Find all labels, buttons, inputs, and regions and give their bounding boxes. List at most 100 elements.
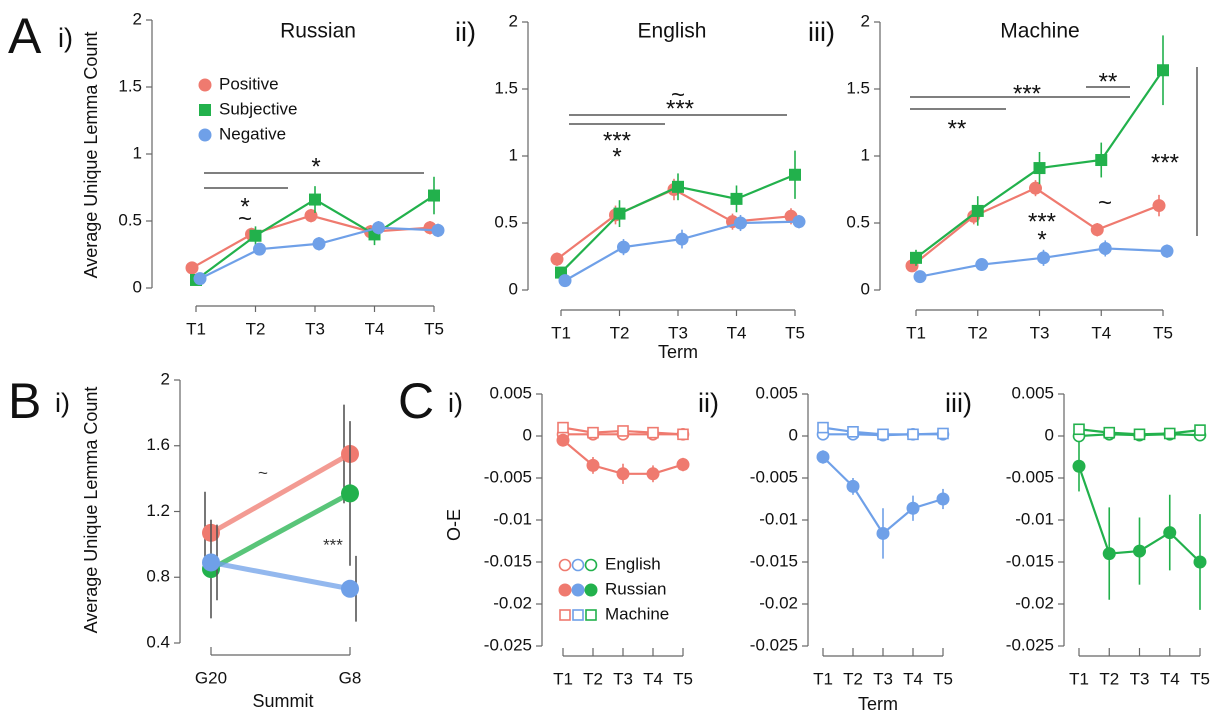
point (193, 272, 207, 286)
series-line (209, 451, 352, 536)
panel-title: Machine (1000, 20, 1079, 43)
point (341, 579, 359, 598)
y-tick-label: 0.5 (118, 210, 142, 229)
x-tick-label: T2 (843, 669, 863, 688)
point (1029, 181, 1042, 195)
point (1194, 424, 1206, 436)
y-tick-label: 0 (509, 279, 518, 298)
point (971, 204, 984, 217)
y-tick-label: 0.005 (755, 383, 798, 402)
significance-label: * (1037, 226, 1046, 253)
point (1037, 251, 1050, 265)
x-axis-label: Summit (252, 691, 313, 711)
y-tick-label: 0 (789, 425, 798, 444)
legend-marker (559, 609, 571, 621)
significance-label: *** (1151, 149, 1179, 176)
y-tick-label: -0.015 (1006, 551, 1054, 570)
significance-label: *** (1028, 208, 1056, 235)
x-tick-label: T4 (365, 319, 385, 338)
point (846, 479, 860, 493)
point (817, 421, 829, 434)
chart-panel: -0.025 -0.02 -0.015 -0.01 -0.005 0 0.005 T1 T2 T3… (945, 383, 1210, 688)
point (907, 428, 919, 441)
panel-number: ii) (455, 17, 476, 47)
y-tick-label: -0.015 (484, 551, 532, 570)
x-tick-label: G8 (339, 668, 362, 687)
legend-marker (584, 558, 598, 572)
legend-label: Positive (219, 74, 279, 93)
y-tick-label: -0.005 (1006, 467, 1054, 486)
point (617, 425, 629, 437)
point (372, 221, 385, 235)
point (1033, 162, 1046, 175)
panel-number: ii) (698, 388, 719, 418)
chart-panel: 0 0.5 1 1.5 2 T1 T2 T3 T4 T5 Russian A i) Average Uni… (8, 8, 445, 338)
series-line (209, 491, 352, 572)
point (792, 215, 806, 229)
x-tick-label: T1 (186, 319, 206, 338)
point (309, 193, 321, 206)
significance-label: ~ (238, 205, 252, 232)
x-tick-label: T1 (813, 669, 833, 688)
y-tick-label: 1.5 (494, 78, 518, 97)
point (202, 553, 220, 572)
y-tick-label: 2 (161, 369, 170, 388)
x-tick-label: T3 (613, 669, 633, 688)
y-tick-label: -0.025 (1006, 635, 1054, 654)
panel-number: i) (58, 23, 73, 53)
point (847, 425, 859, 438)
significance-label: ** (1099, 68, 1118, 95)
point (1103, 426, 1116, 439)
x-tick-label: T5 (424, 319, 444, 338)
significance-label: * (612, 143, 621, 170)
significance-label: *** (323, 535, 343, 554)
point (1157, 64, 1169, 77)
panel-letter: B (8, 373, 41, 429)
chart-panel: 0.4 0.8 1.2 1.6 2 G20 G8 B i) Average Unique Lemm… (8, 369, 361, 710)
series-line (210, 559, 351, 592)
point (556, 433, 570, 447)
legend-marker (571, 583, 585, 597)
legend-label: English (605, 554, 661, 573)
point (1098, 241, 1112, 255)
panel-number: i) (448, 388, 463, 418)
y-tick-label: 1.6 (146, 435, 170, 454)
y-tick-label: 1 (861, 145, 870, 164)
point (1133, 544, 1146, 558)
point (676, 458, 690, 472)
y-tick-label: -0.01 (493, 509, 532, 528)
significance-label: *** (666, 95, 694, 122)
point (550, 252, 564, 266)
y-tick-label: 1.5 (118, 76, 142, 95)
point (675, 232, 689, 246)
y-tick-label: 0.5 (846, 212, 870, 231)
significance-label: ~ (671, 81, 685, 108)
significance-label: * (311, 153, 320, 180)
x-tick-label: T5 (785, 323, 805, 342)
significance-label: * (240, 193, 249, 220)
point (253, 242, 266, 256)
x-tick-label: T2 (246, 319, 266, 338)
x-tick-label: T4 (727, 323, 747, 342)
point (1163, 526, 1177, 540)
point (617, 240, 630, 254)
point (789, 168, 801, 181)
panel-number: iii) (945, 388, 972, 418)
panel-letter: C (398, 373, 434, 429)
point (587, 426, 599, 439)
y-tick-label: -0.01 (1015, 509, 1054, 528)
y-axis-label: O-E (444, 509, 464, 541)
legend-marker (198, 78, 212, 92)
x-tick-label: T4 (1160, 669, 1180, 688)
y-tick-label: -0.005 (484, 467, 532, 486)
x-axis-label: Term (858, 694, 898, 714)
y-tick-label: -0.02 (1015, 593, 1054, 612)
point (586, 458, 600, 472)
x-tick-label: T2 (1099, 669, 1119, 688)
chart-panel: -0.025 -0.02 -0.015 -0.01 -0.005 0 0.005 T1 T2 T3… (698, 383, 953, 713)
point (647, 426, 659, 439)
x-tick-label: T2 (583, 669, 603, 688)
y-axis-label: Average Unique Lemma Count (81, 387, 101, 634)
